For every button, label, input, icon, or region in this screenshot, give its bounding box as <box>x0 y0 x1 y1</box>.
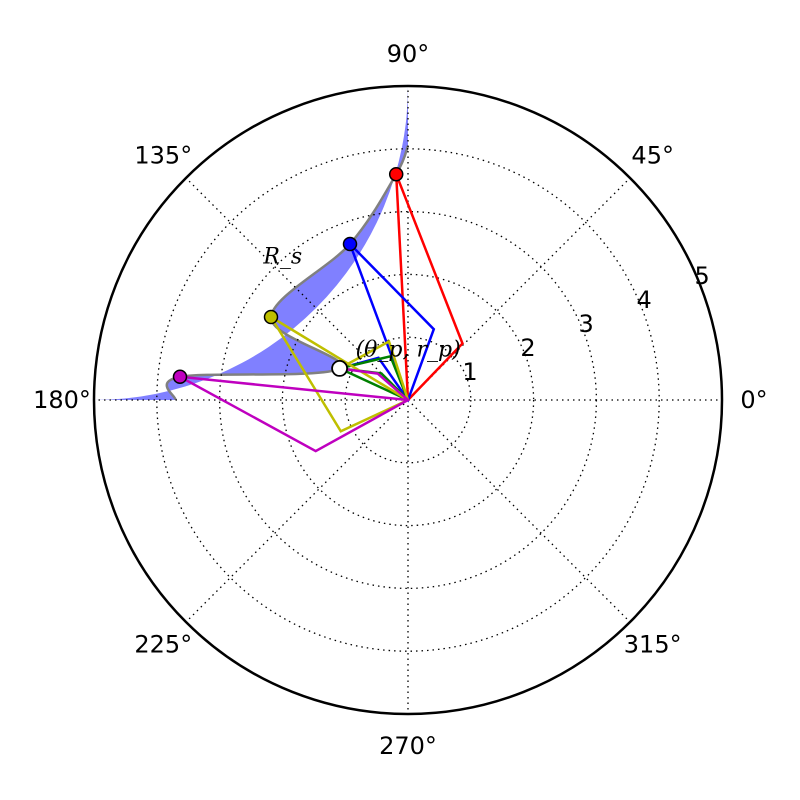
series-line-blue <box>339 243 436 403</box>
endpoint-marker-yellow <box>263 309 279 325</box>
r-tick-label-3: 3 <box>578 310 593 338</box>
radial-gridline-1 <box>344 336 472 464</box>
series-line-magenta <box>179 367 411 453</box>
theta-tick-label-180: 180° <box>33 386 91 414</box>
radial-gridline-4 <box>156 148 660 652</box>
series-layer <box>179 173 464 453</box>
shaded-region-label: R_s <box>262 244 302 269</box>
label-layer: 0° 45° 90° 135° 180° 225° 270° 315° 1 2 3 4 5 R_s (θ_p… <box>33 40 768 760</box>
reference-point-marker <box>331 359 349 377</box>
r-tick-label-4: 4 <box>636 286 651 314</box>
endpoint-marker-magenta <box>172 369 188 385</box>
theta-tick-label-270: 270° <box>379 732 437 760</box>
theta-tick-label-45: 45° <box>631 141 674 169</box>
r-tick-label-2: 2 <box>520 334 535 362</box>
reference-point-label: (θ_p, r_p) <box>356 337 461 362</box>
angular-gridline-225 <box>185 399 409 623</box>
series-line-red <box>394 173 464 401</box>
theta-tick-label-0: 0° <box>740 386 767 414</box>
theta-tick-label-90: 90° <box>387 40 430 68</box>
endpoint-marker-red <box>388 166 404 182</box>
radial-gridline-2 <box>281 273 535 527</box>
angular-gridline-315 <box>407 399 631 623</box>
series-line-yellow <box>269 315 410 433</box>
marker-layer <box>172 166 404 385</box>
theta-tick-label-135: 135° <box>134 141 192 169</box>
theta-tick-label-225: 225° <box>134 631 192 659</box>
endpoint-marker-blue <box>342 236 358 252</box>
r-tick-label-1: 1 <box>462 358 477 386</box>
r-tick-label-5: 5 <box>694 262 709 290</box>
theta-tick-label-315: 315° <box>624 631 682 659</box>
outer-frame <box>92 84 724 716</box>
grid-layer <box>92 84 724 716</box>
